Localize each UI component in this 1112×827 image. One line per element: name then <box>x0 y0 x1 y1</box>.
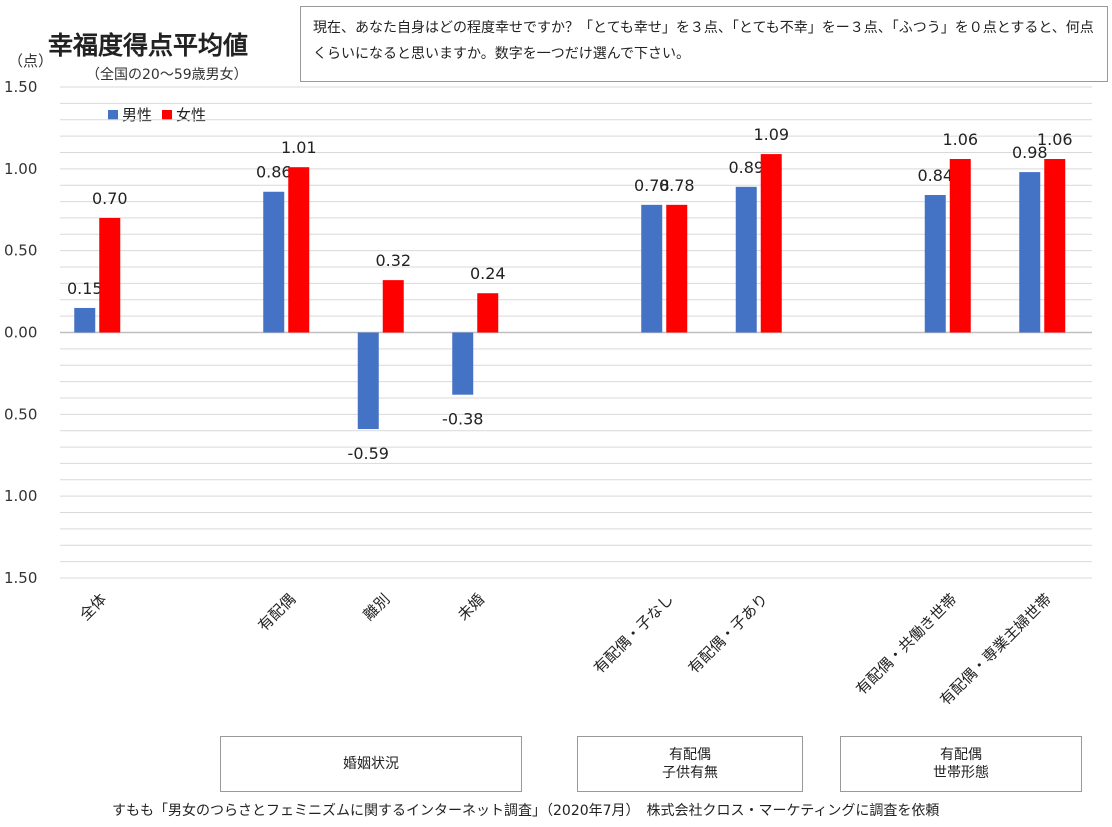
x-tick-label: 未婚 <box>454 590 488 624</box>
data-label: 0.15 <box>67 279 103 298</box>
y-tick-label: 0.50 <box>4 405 37 423</box>
y-tick-label: 1.50 <box>4 78 37 96</box>
bar-male <box>641 204 663 333</box>
data-label: 1.01 <box>281 138 317 157</box>
data-label: 0.70 <box>92 189 128 208</box>
bar-female <box>949 159 971 333</box>
data-label: 0.89 <box>728 158 764 177</box>
data-label: 0.98 <box>1012 143 1048 162</box>
y-tick-label: 1.50 <box>4 569 37 587</box>
y-tick-label: 1.00 <box>4 487 37 505</box>
x-tick-label: 有配偶・共働き世帯 <box>852 590 960 698</box>
bar-female <box>99 217 121 333</box>
data-label: 0.86 <box>256 163 292 182</box>
bar-female <box>477 293 499 333</box>
group-box-household: 有配偶 世帯形態 <box>840 736 1082 792</box>
group-box-children: 有配偶 子供有無 <box>577 736 803 792</box>
bar-male <box>74 307 96 333</box>
bar-male <box>357 332 379 430</box>
legend-swatch-female <box>162 109 173 120</box>
bar-female <box>382 280 404 333</box>
data-label: -0.38 <box>442 410 483 429</box>
bar-female <box>288 167 310 333</box>
data-label: 0.24 <box>470 264 506 283</box>
x-tick-label: 有配偶 <box>255 590 300 635</box>
y-tick-label: 0.00 <box>4 324 37 342</box>
bar-female <box>666 204 688 333</box>
y-tick-label: 0.50 <box>4 242 37 260</box>
source-footer: すもも「男女のつらさとフェミニズムに関するインターネット調査」（2020年7月）… <box>112 803 940 819</box>
x-tick-label: 離別 <box>360 590 394 624</box>
bar-female <box>760 154 782 333</box>
bar-male <box>263 191 285 333</box>
x-tick-label: 全体 <box>76 590 110 624</box>
data-label: -0.59 <box>348 444 389 463</box>
y-tick-label: 1.00 <box>4 160 37 178</box>
bar-male <box>1019 172 1041 333</box>
y-axis-unit-label: （点） <box>8 52 54 70</box>
chart-title: 幸福度得点平均値 <box>48 31 249 60</box>
bar-male <box>452 332 474 395</box>
question-box: 現在、あなた自身はどの程度幸せですか？「とても幸せ」を３点、「とても不幸」をー３… <box>300 6 1108 82</box>
data-label: 1.06 <box>1037 130 1073 149</box>
data-label: 1.09 <box>753 125 789 144</box>
data-label: 0.84 <box>917 166 953 185</box>
legend-swatch-male <box>108 109 118 120</box>
data-label: 0.78 <box>634 176 670 195</box>
bar-male <box>735 186 757 333</box>
data-label: 0.32 <box>375 251 411 270</box>
data-label: 1.06 <box>942 130 978 149</box>
x-tick-label: 有配偶・子あり <box>685 590 772 677</box>
data-label: 0.78 <box>659 176 695 195</box>
bar-female <box>1044 159 1066 333</box>
bar-male <box>924 195 946 333</box>
group-box-marital-status: 婚姻状況 <box>220 736 522 792</box>
x-tick-label: 有配偶・子なし <box>590 590 677 677</box>
chart-subtitle: （全国の20～59歳男女） <box>86 67 248 83</box>
